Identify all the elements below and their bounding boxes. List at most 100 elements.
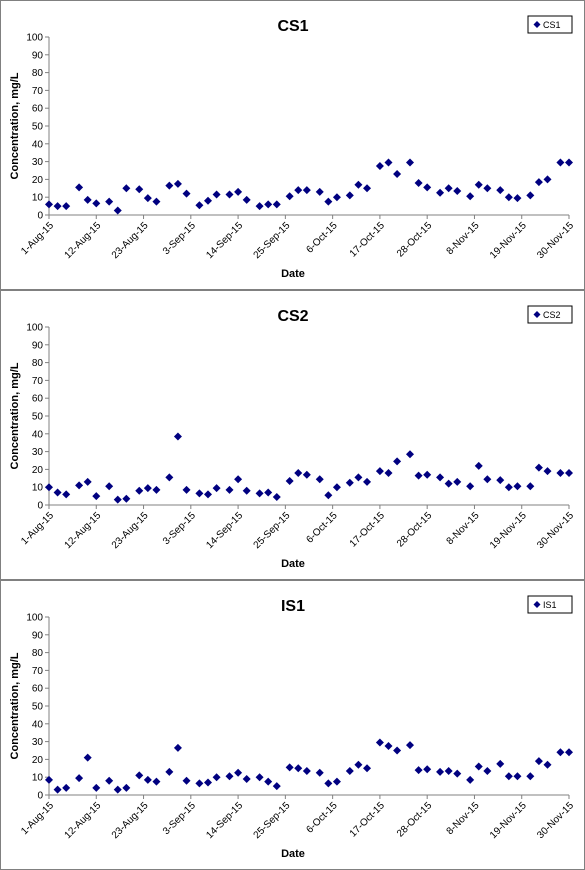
data-point <box>152 777 161 786</box>
data-point <box>496 759 505 768</box>
data-point <box>384 158 393 167</box>
data-point <box>143 775 152 784</box>
data-point <box>543 175 552 184</box>
data-point <box>474 461 483 470</box>
legend-marker <box>533 601 541 608</box>
legend-label: CS2 <box>543 310 561 320</box>
x-tick-label: 19-Nov-15 <box>488 220 529 261</box>
data-point <box>92 199 101 208</box>
data-point <box>242 774 251 783</box>
y-tick-label: 60 <box>32 104 44 115</box>
data-point <box>354 473 363 482</box>
data-point <box>384 742 393 751</box>
x-tick-label: 6-Oct-15 <box>304 800 340 836</box>
data-point <box>534 178 543 187</box>
data-point <box>45 483 53 492</box>
data-point <box>543 467 552 476</box>
data-point <box>474 762 483 771</box>
data-point <box>504 483 513 492</box>
data-point <box>324 197 333 206</box>
data-point <box>302 186 311 195</box>
y-tick-label: 100 <box>26 33 43 44</box>
data-point <box>375 162 384 171</box>
data-point <box>453 477 462 486</box>
data-point <box>436 473 445 482</box>
data-point <box>534 463 543 472</box>
x-tick-label: 6-Oct-15 <box>304 510 340 546</box>
x-tick-label: 30-Nov-15 <box>535 510 576 551</box>
data-point <box>195 201 204 210</box>
data-point <box>483 184 492 193</box>
data-point <box>556 748 565 757</box>
data-point <box>242 486 251 495</box>
y-axis-label: Concentration, mg/L <box>9 362 21 469</box>
legend: IS1 <box>527 595 573 614</box>
x-tick-label: 25-Sep-15 <box>252 220 293 261</box>
data-point <box>363 477 372 486</box>
data-point <box>285 192 294 201</box>
data-point <box>423 183 432 192</box>
data-point <box>83 477 92 486</box>
y-tick-label: 0 <box>37 791 43 802</box>
legend-box <box>527 15 573 34</box>
legend-marker <box>533 311 541 318</box>
y-tick-label: 20 <box>32 465 44 476</box>
data-point <box>534 757 543 766</box>
data-point <box>436 188 445 197</box>
data-point <box>204 196 213 205</box>
data-point <box>513 482 522 491</box>
data-point <box>384 468 393 477</box>
y-tick-label: 80 <box>32 648 44 659</box>
data-point <box>152 197 161 206</box>
x-tick-label: 1-Aug-15 <box>19 800 56 837</box>
data-point <box>405 450 414 459</box>
y-tick-label: 40 <box>32 139 44 150</box>
data-point <box>423 470 432 479</box>
chart-panel-is1: IS1 0 10 20 30 40 50 60 70 80 90 100 1-Aug-15 12-Aug-… <box>0 580 585 870</box>
x-tick-label: 23-Aug-15 <box>110 220 151 261</box>
data-point <box>556 158 565 167</box>
data-point <box>345 766 354 775</box>
data-point <box>122 783 131 792</box>
y-tick-label: 70 <box>32 376 44 387</box>
data-point <box>513 194 522 203</box>
data-point <box>173 743 182 752</box>
x-tick-label: 23-Aug-15 <box>110 800 151 841</box>
data-point <box>182 189 191 198</box>
x-axis-label: Date <box>281 268 305 280</box>
legend-marker <box>533 21 541 28</box>
x-tick-label: 17-Oct-15 <box>348 800 388 840</box>
x-tick-label: 28-Oct-15 <box>395 800 435 840</box>
data-point <box>113 785 122 794</box>
data-point <box>264 488 273 497</box>
chart-title: IS1 <box>281 598 305 615</box>
data-point <box>225 485 234 494</box>
data-point <box>143 194 152 203</box>
data-point <box>285 476 294 485</box>
y-tick-label: 20 <box>32 175 44 186</box>
data-point <box>324 491 333 500</box>
data-point <box>513 772 522 781</box>
y-tick-label: 90 <box>32 50 44 61</box>
chart-svg: IS1 0 10 20 30 40 50 60 70 80 90 100 1-Aug-15 12-Aug-… <box>9 595 576 860</box>
data-point <box>414 178 423 187</box>
data-point <box>354 180 363 189</box>
legend-label: CS1 <box>543 20 561 30</box>
data-point <box>483 766 492 775</box>
data-point <box>414 766 423 775</box>
data-point <box>345 478 354 487</box>
data-point <box>405 741 414 750</box>
data-point <box>363 764 372 773</box>
data-point <box>92 492 101 501</box>
data-point <box>105 776 114 785</box>
data-point <box>113 206 122 215</box>
y-axis-label: Concentration, mg/L <box>9 72 21 179</box>
y-tick-label: 50 <box>32 122 44 133</box>
data-point <box>302 766 311 775</box>
data-point <box>466 482 475 491</box>
x-axis-label: Date <box>281 848 305 860</box>
x-tick-label: 19-Nov-15 <box>488 510 529 551</box>
data-point <box>474 180 483 189</box>
x-tick-label: 12-Aug-15 <box>63 510 104 551</box>
